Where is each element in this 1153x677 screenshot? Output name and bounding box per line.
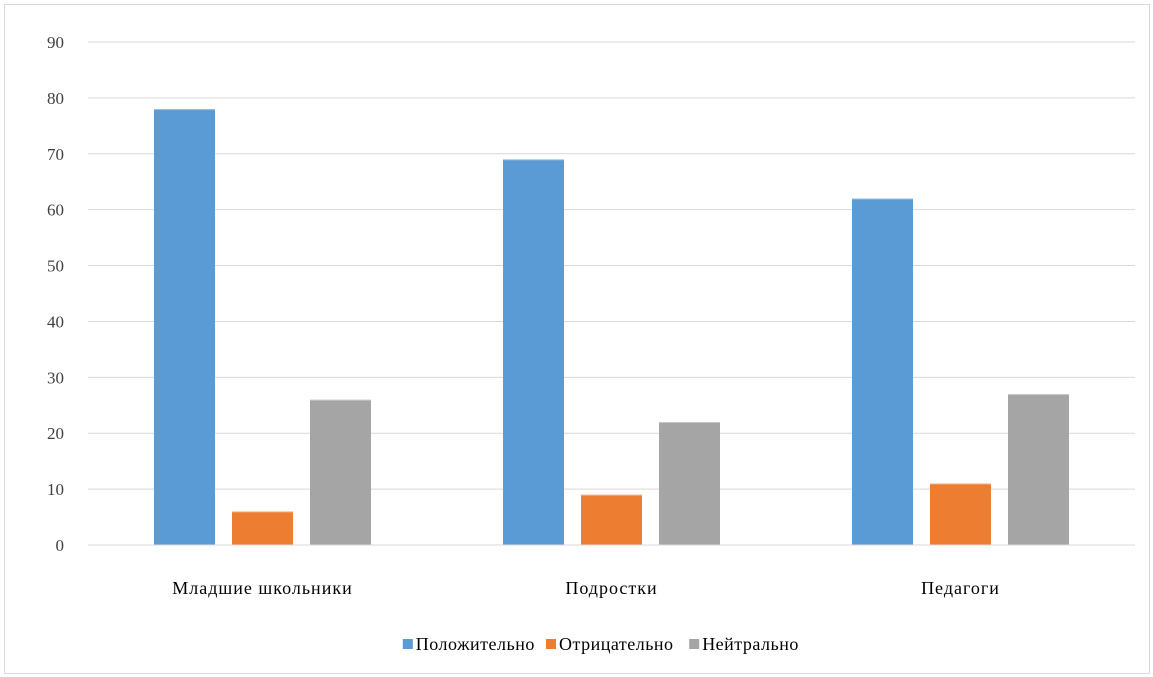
bar-1-2: [503, 159, 564, 545]
y-tick-label: 10: [47, 480, 64, 499]
legend-swatch-3: [689, 639, 700, 649]
x-category-label: Подростки: [565, 578, 657, 598]
legend-label-1: Положительно: [416, 634, 535, 654]
x-category-label: Младшие школьники: [172, 578, 352, 598]
bar-1-1: [154, 109, 215, 546]
legend-swatch-2: [546, 639, 556, 649]
bars: [154, 109, 1069, 546]
y-tick-label: 40: [47, 312, 64, 331]
y-tick-label: 70: [47, 145, 64, 164]
bar-3-1: [310, 399, 371, 545]
y-tick-label: 50: [47, 257, 64, 276]
y-tick-label: 90: [47, 33, 64, 52]
bar-2-1: [232, 511, 293, 545]
legend-label-3: Нейтрально: [702, 634, 799, 654]
y-tick-label: 20: [47, 424, 64, 443]
legend: Положительно Отрицательно Нейтрально: [402, 634, 799, 654]
legend-swatch-1: [402, 639, 413, 649]
y-tick-label: 80: [47, 89, 64, 108]
gridlines: [88, 41, 1135, 490]
legend-label-2: Отрицательно: [559, 634, 674, 654]
y-tick-label: 30: [47, 368, 64, 387]
bar-3-3: [1008, 394, 1069, 545]
y-tick-label: 60: [47, 201, 64, 220]
y-axis-ticks: 0 10 20 30 40 50 60 70 80 90: [47, 33, 64, 555]
bar-2-2: [581, 494, 642, 545]
x-category-label: Педагоги: [921, 578, 1000, 598]
bar-2-3: [930, 483, 991, 545]
y-tick-label: 0: [56, 536, 65, 555]
x-axis-labels: Младшие школьники Подростки Педагоги: [172, 578, 1000, 598]
bar-1-3: [852, 198, 913, 545]
bar-3-2: [659, 422, 720, 545]
